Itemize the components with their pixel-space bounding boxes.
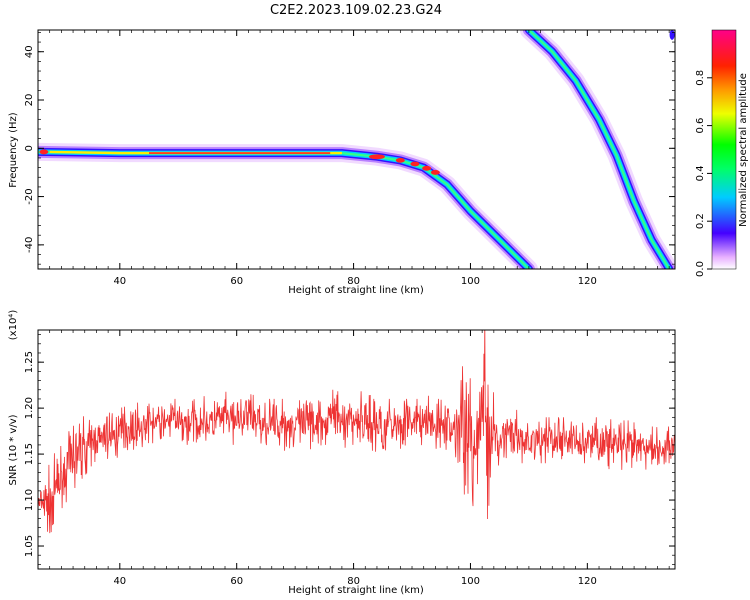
snr-x-tick: 100: [461, 576, 480, 587]
colorbar: 0.0 0.2 0.4 0.6 0.8 Normalized spectral ampl…: [695, 29, 749, 277]
spectrum-ridge-1-band-5: [38, 150, 530, 269]
snr-y-tick: 1.20: [24, 397, 35, 419]
spectrum-heatmap: [38, 30, 675, 269]
spectrum-ridge-1-band-2: [38, 145, 535, 269]
snr-x-tick: 120: [578, 576, 597, 587]
snr-x-tick: 40: [113, 576, 126, 587]
spectrum-y-tick: 20: [24, 94, 35, 107]
spectrum-y-tick: 40: [24, 45, 35, 58]
spectrum-blob: [368, 154, 385, 160]
snr-panel: 40 60 80 100 120 1.05 1.10 1.15 1.20 1.25 Height…: [8, 310, 676, 596]
spectrum-x-label: Height of straight line (km): [288, 285, 424, 296]
snr-x-axis: 40 60 80 100 120: [37, 330, 670, 587]
spectrum-corner-feature: [669, 30, 675, 40]
spectrum-blob: [422, 165, 432, 171]
spectrum-y-tick: -20: [24, 188, 35, 204]
colorbar-tick: 0.4: [695, 165, 706, 181]
spectrum-blob: [410, 161, 420, 167]
snr-y-tick: 1.05: [24, 535, 35, 557]
snr-multiplier: (x10⁴): [8, 310, 19, 341]
spectrum-x-tick: 120: [578, 276, 597, 287]
spectrum-ridge-1-band-1: [38, 142, 538, 269]
colorbar-tick: 0.2: [695, 213, 706, 229]
figure-title: C2E2.2023.109.02.23.G24: [270, 3, 442, 18]
spectrum-y-tick: -40: [24, 237, 35, 253]
spectrum-plot-frame: [37, 29, 676, 270]
snr-series-line: [38, 330, 675, 534]
colorbar-tick: 0.6: [695, 118, 706, 134]
spectrum-y-label: Frequency (Hz): [8, 112, 19, 188]
colorbar-label: Normalized spectral amplitude: [738, 73, 749, 227]
spectrum-x-tick: 100: [461, 276, 480, 287]
spectrum-y-axis: -40 -20 0 20 40: [24, 32, 675, 265]
spectrum-blob: [39, 149, 49, 155]
snr-x-label: Height of straight line (km): [288, 585, 424, 596]
snr-x-tick: 60: [230, 576, 243, 587]
spectrum-blob: [395, 157, 405, 163]
snr-y-tick: 1.10: [24, 489, 35, 511]
colorbar-tick: 0.8: [695, 70, 706, 86]
spectrum-x-tick: 40: [113, 276, 126, 287]
colorbar-gradient: [711, 29, 737, 270]
spectrum-x-tick: 60: [230, 276, 243, 287]
spectrum-ridge-1-band-4: [38, 149, 532, 269]
colorbar-tick: 0.0: [695, 261, 706, 277]
spectrum-y-tick: 0: [24, 145, 35, 151]
snr-y-tick: 1.25: [24, 351, 35, 373]
snr-x-tick: 80: [347, 576, 360, 587]
snr-y-label: SNR (10 * v/v): [8, 414, 19, 485]
spectrum-blob: [430, 170, 440, 175]
spectrum-ridge-1-band-3: [38, 147, 533, 269]
spectrum-x-axis: 40 60 80 100 120: [37, 30, 670, 287]
spectrum-x-tick: 80: [347, 276, 360, 287]
spectrum-panel: 40 60 80 100 120 -40 -20 0 20 40 Height of strai…: [8, 29, 676, 296]
snr-y-tick: 1.15: [24, 443, 35, 465]
snr-plot-frame: [37, 329, 676, 570]
spectrum-ridge-2-band-5: [527, 30, 671, 269]
colorbar-ticks: 0.0 0.2 0.4 0.6 0.8: [695, 70, 712, 277]
snr-y-axis: 1.05 1.10 1.15 1.20 1.25: [24, 334, 675, 565]
